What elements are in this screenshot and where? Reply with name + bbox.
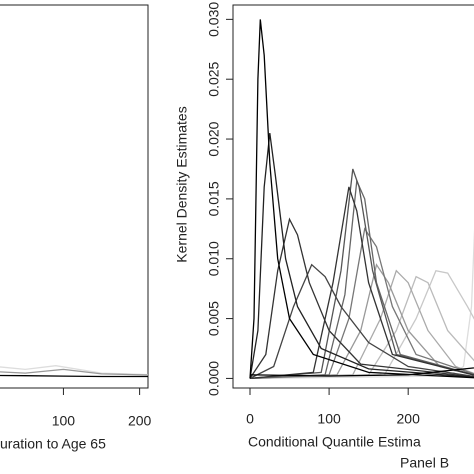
density-line <box>0 374 148 378</box>
y-tick-label: 0.030 <box>206 2 222 37</box>
x-tick-label: 100 <box>317 411 341 427</box>
density-line <box>0 365 149 376</box>
density-line <box>249 367 474 377</box>
y-tick-label: 0.005 <box>206 301 222 336</box>
y-tick-label: 0.015 <box>206 181 222 216</box>
x-axis-label: uration to Age 65 <box>0 436 106 452</box>
density-line <box>249 269 474 380</box>
x-tick-label: 0 <box>246 411 254 427</box>
y-tick-label: 0.025 <box>206 61 222 96</box>
density-line <box>249 19 474 379</box>
x-tick-label: 200 <box>128 413 152 429</box>
density-line <box>249 228 474 380</box>
x-tick-label: 100 <box>52 413 76 429</box>
density-line <box>249 186 474 380</box>
y-tick-label: 0.000 <box>206 361 222 396</box>
plot-box <box>232 4 474 389</box>
density-line <box>249 269 474 380</box>
plot-box <box>0 4 149 389</box>
y-tick-label: 0.020 <box>206 121 222 156</box>
panel-caption: Panel B <box>400 455 449 471</box>
y-tick-label: 0.010 <box>206 241 222 276</box>
x-axis-label: Conditional Quantile Estima <box>248 434 421 450</box>
density-line <box>0 368 149 376</box>
density-line <box>249 275 474 380</box>
density-line <box>249 263 474 380</box>
density-line <box>249 178 474 380</box>
y-axis-label: Kernel Density Estimates <box>174 106 190 262</box>
density-line <box>249 168 474 380</box>
density-line <box>249 133 474 379</box>
density-line <box>249 263 474 379</box>
density-line <box>249 217 474 379</box>
x-tick-label: 200 <box>397 411 421 427</box>
